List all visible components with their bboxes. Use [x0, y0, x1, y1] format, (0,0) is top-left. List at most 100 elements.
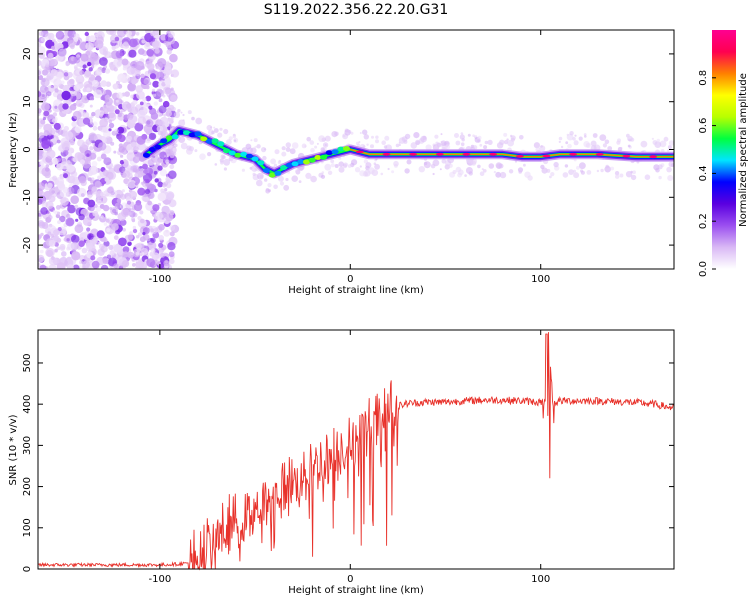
noise-blob	[43, 110, 50, 117]
noise-blob	[109, 55, 113, 59]
noise-blob	[217, 132, 223, 138]
noise-blob	[38, 46, 46, 55]
noise-blob	[127, 113, 134, 120]
noise-blob	[61, 251, 67, 257]
noise-blob	[170, 148, 173, 152]
noise-blob	[75, 218, 79, 222]
noise-blob	[384, 135, 390, 141]
noise-blob	[518, 170, 522, 174]
noise-blob	[256, 144, 261, 149]
ridge-peak	[382, 152, 391, 156]
noise-blob	[66, 160, 71, 164]
noise-blob	[38, 254, 45, 263]
noise-blob	[145, 183, 149, 187]
noise-blob	[137, 232, 143, 237]
noise-blob	[355, 141, 360, 146]
noise-blob	[579, 162, 586, 170]
ridge-blob	[303, 159, 310, 165]
noise-blob	[97, 32, 103, 38]
noise-blob	[264, 178, 268, 182]
noise-blob	[132, 225, 137, 230]
noise-blob	[599, 134, 607, 142]
noise-blob	[108, 244, 114, 250]
noise-blob	[334, 164, 339, 168]
noise-blob	[171, 106, 176, 112]
noise-blob	[162, 86, 171, 95]
noise-blob	[459, 134, 465, 140]
noise-blob	[78, 176, 87, 184]
noise-blob	[157, 202, 161, 207]
noise-blob	[72, 264, 80, 269]
noise-blob	[535, 147, 540, 152]
noise-blob	[90, 53, 99, 62]
noise-blob	[445, 144, 451, 150]
noise-blob	[72, 157, 78, 163]
noise-blob	[592, 133, 598, 138]
noise-blob	[134, 173, 139, 178]
ridge-blob	[200, 136, 208, 142]
x-tick-label: 0	[347, 274, 353, 285]
noise-blob	[133, 146, 139, 153]
noise-blob	[154, 178, 159, 183]
noise-blob	[128, 49, 137, 58]
noise-blob	[82, 87, 88, 93]
noise-blob	[93, 89, 103, 99]
noise-blob	[111, 93, 118, 99]
noise-blob	[71, 251, 81, 261]
noise-blob	[45, 68, 51, 73]
noise-blob	[150, 248, 156, 254]
noise-blob	[66, 256, 72, 262]
noise-blob	[86, 153, 90, 157]
noise-blob	[338, 166, 345, 173]
snr-axes: -100 0 100 0 100 200 300 400 500	[22, 330, 674, 585]
noise-blob	[165, 151, 171, 157]
noise-blob	[165, 213, 174, 222]
noise-blob	[169, 53, 178, 63]
noise-blob	[159, 252, 166, 258]
noise-blob	[58, 48, 67, 57]
noise-blob	[657, 164, 663, 170]
noise-blob	[54, 88, 59, 93]
noise-blob	[169, 225, 176, 231]
noise-blob	[87, 177, 92, 182]
noise-blob	[38, 68, 43, 76]
noise-blob	[178, 119, 186, 127]
ridge-blob	[223, 148, 230, 154]
noise-blob	[223, 128, 229, 135]
noise-blob	[47, 182, 53, 189]
noise-blob	[667, 145, 672, 150]
noise-blob	[586, 170, 592, 175]
noise-blob	[366, 143, 369, 146]
noise-blob	[110, 141, 115, 146]
noise-blob	[157, 58, 167, 68]
noise-blob	[270, 158, 276, 165]
noise-blob	[610, 166, 615, 171]
ridge-blob	[285, 162, 293, 168]
noise-blob	[207, 152, 212, 157]
noise-blob	[116, 193, 122, 199]
noise-blob	[43, 123, 53, 133]
noise-blob	[344, 129, 351, 136]
noise-blob	[65, 217, 75, 227]
noise-blob	[338, 161, 345, 167]
noise-blob	[145, 85, 150, 90]
noise-blob	[137, 110, 146, 119]
noise-blob	[151, 88, 156, 93]
noise-blob	[145, 42, 151, 47]
noise-blob	[455, 140, 461, 146]
noise-blob	[295, 169, 300, 174]
noise-blob	[59, 243, 66, 250]
noise-blob	[158, 235, 164, 241]
noise-blob	[51, 45, 56, 50]
noise-blob	[371, 135, 374, 139]
noise-blob	[163, 229, 171, 237]
noise-blob	[135, 60, 145, 71]
noise-blob	[82, 260, 90, 269]
noise-blob	[144, 188, 151, 195]
noise-blob	[137, 258, 142, 263]
noise-blob	[157, 192, 167, 202]
noise-blob	[62, 103, 69, 110]
noise-blob	[320, 147, 325, 152]
noise-blob	[113, 150, 117, 154]
noise-blob	[363, 134, 369, 140]
